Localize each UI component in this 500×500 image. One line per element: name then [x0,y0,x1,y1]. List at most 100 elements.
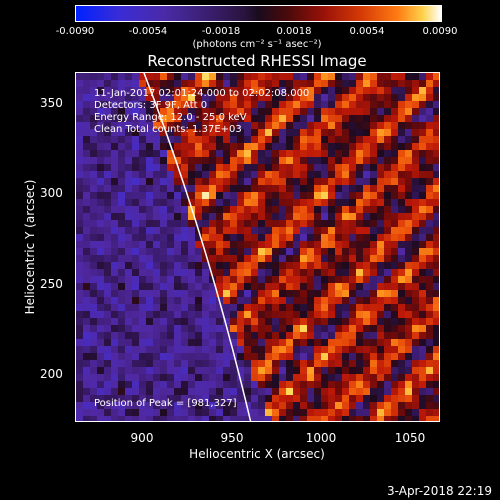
image-pixel [300,73,307,80]
image-pixel [125,332,132,339]
image-pixel [174,73,181,80]
image-pixel [419,122,426,129]
image-pixel [153,87,160,94]
image-pixel [398,290,405,297]
image-pixel [279,248,286,255]
image-pixel [153,80,160,87]
image-pixel [209,178,216,185]
image-pixel [195,164,202,171]
image-pixel [363,290,370,297]
image-pixel [118,136,125,143]
image-pixel [398,255,405,262]
image-pixel [433,346,439,353]
image-pixel [202,101,209,108]
image-pixel [426,164,433,171]
image-pixel [349,192,356,199]
image-pixel [433,353,439,360]
y-axis-label: Heliocentric Y (arcsec) [23,179,37,315]
image-pixel [167,276,174,283]
image-pixel [307,255,314,262]
image-pixel [426,297,433,304]
image-pixel [426,269,433,276]
image-pixel [160,150,167,157]
image-pixel [363,87,370,94]
image-pixel [160,262,167,269]
image-pixel [349,269,356,276]
image-pixel [412,241,419,248]
image-pixel [202,402,209,409]
image-pixel [139,248,146,255]
image-pixel [153,269,160,276]
image-pixel [286,227,293,234]
image-pixel [314,311,321,318]
image-pixel [398,178,405,185]
image-pixel [202,234,209,241]
image-pixel [230,150,237,157]
x-tick: 900 [130,431,154,445]
image-pixel [384,143,391,150]
image-pixel [279,108,286,115]
image-pixel [258,87,265,94]
image-pixel [251,150,258,157]
image-pixel [321,227,328,234]
image-pixel [90,248,97,255]
image-pixel [349,129,356,136]
image-pixel [174,122,181,129]
image-pixel [174,199,181,206]
image-pixel [125,339,132,346]
image-pixel [118,374,125,381]
image-pixel [230,136,237,143]
image-pixel [335,101,342,108]
image-pixel [307,248,314,255]
image-pixel [384,206,391,213]
image-pixel [181,346,188,353]
image-pixel [370,325,377,332]
image-pixel [146,402,153,409]
image-pixel [90,213,97,220]
image-pixel [412,143,419,150]
image-pixel [195,87,202,94]
image-pixel [293,87,300,94]
image-pixel [377,213,384,220]
image-pixel [300,360,307,367]
image-pixel [251,213,258,220]
image-pixel [265,290,272,297]
image-pixel [202,199,209,206]
image-pixel [195,318,202,325]
image-pixel [328,269,335,276]
image-pixel [188,255,195,262]
image-pixel [76,360,83,367]
image-pixel [279,80,286,87]
image-pixel [104,318,111,325]
image-pixel [426,73,433,80]
image-pixel [419,115,426,122]
image-pixel [398,171,405,178]
image-pixel [307,283,314,290]
image-pixel [153,73,160,80]
image-pixel [279,262,286,269]
image-pixel [370,206,377,213]
image-pixel [293,94,300,101]
image-pixel [188,325,195,332]
image-pixel [426,129,433,136]
image-pixel [76,185,83,192]
image-pixel [307,143,314,150]
image-pixel [167,374,174,381]
image-pixel [118,157,125,164]
image-pixel [412,136,419,143]
image-pixel [174,220,181,227]
image-pixel [209,220,216,227]
image-pixel [195,346,202,353]
image-pixel [237,150,244,157]
image-pixel [216,318,223,325]
image-pixel [174,311,181,318]
image-pixel [300,374,307,381]
image-pixel [237,346,244,353]
image-pixel [244,115,251,122]
image-pixel [300,304,307,311]
image-pixel [258,332,265,339]
image-pixel [139,101,146,108]
image-pixel [258,129,265,136]
image-pixel [174,248,181,255]
image-pixel [405,143,412,150]
